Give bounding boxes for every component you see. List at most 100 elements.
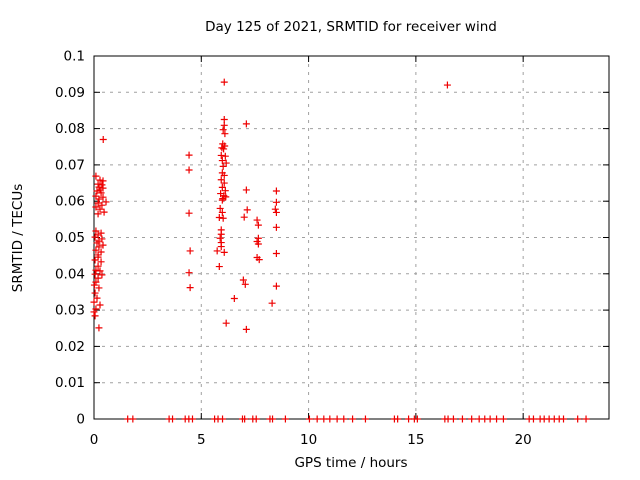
x-tick-label: 15 bbox=[407, 432, 424, 448]
y-tick-label: 0.07 bbox=[55, 157, 85, 173]
data-point-marker bbox=[98, 201, 106, 209]
data-point-marker bbox=[93, 187, 101, 195]
data-point-marker bbox=[91, 256, 99, 264]
x-tick-label: 0 bbox=[90, 432, 99, 448]
data-point-marker bbox=[185, 269, 193, 277]
data-point-marker bbox=[96, 267, 104, 275]
data-point-marker bbox=[95, 324, 103, 332]
data-point-marker bbox=[272, 223, 280, 231]
data-point-marker bbox=[271, 205, 279, 213]
data-point-marker bbox=[219, 415, 227, 423]
y-tick-label: 0.01 bbox=[55, 375, 85, 391]
data-point-marker bbox=[217, 243, 225, 251]
data-point-marker bbox=[468, 415, 476, 423]
data-point-marker bbox=[220, 121, 228, 129]
axis-tick-labels: 0 5 10 15 20 0 0.01 0.02 0.03 0.04 0.05 0.06 0.07 0.0… bbox=[55, 49, 532, 449]
data-point-marker bbox=[91, 312, 99, 320]
data-point-marker bbox=[333, 415, 341, 423]
data-point-marker bbox=[96, 176, 104, 184]
data-point-marker bbox=[240, 213, 248, 221]
data-point-marker bbox=[94, 210, 102, 218]
y-tick-label: 0.08 bbox=[55, 121, 85, 137]
data-point-marker bbox=[493, 415, 501, 423]
grid-lines bbox=[94, 56, 609, 419]
data-point-marker bbox=[340, 415, 348, 423]
data-point-marker bbox=[102, 198, 110, 206]
data-point-marker bbox=[217, 176, 225, 184]
y-tick-label: 0.02 bbox=[55, 339, 85, 355]
x-tick-label: 5 bbox=[197, 432, 206, 448]
data-point-marker bbox=[215, 214, 223, 222]
data-point-marker bbox=[254, 221, 262, 229]
data-point-marker bbox=[94, 274, 102, 282]
y-tick-label: 0.1 bbox=[64, 49, 85, 65]
data-point-marker bbox=[272, 249, 280, 257]
data-point-marker bbox=[413, 415, 421, 423]
data-point-marker bbox=[97, 258, 105, 266]
data-point-marker bbox=[91, 233, 99, 241]
data-point-marker bbox=[185, 166, 193, 174]
y-axis-label: SRMTID / TECUs bbox=[10, 184, 26, 292]
data-point-marker bbox=[186, 284, 194, 292]
data-point-marker bbox=[254, 240, 262, 248]
data-point-marker bbox=[218, 183, 226, 191]
data-point-marker bbox=[252, 415, 260, 423]
data-point-marker bbox=[218, 208, 226, 216]
data-point-marker bbox=[99, 177, 107, 185]
data-point-marker bbox=[313, 415, 321, 423]
data-point-marker bbox=[216, 234, 224, 242]
data-point-marker bbox=[349, 415, 357, 423]
data-point-marker bbox=[305, 415, 313, 423]
data-point-marker bbox=[99, 241, 107, 249]
data-point-marker bbox=[326, 415, 334, 423]
data-point-marker bbox=[95, 243, 103, 251]
data-point-marker bbox=[91, 289, 99, 297]
data-point-marker bbox=[94, 199, 102, 207]
data-point-marker bbox=[217, 230, 225, 238]
data-point-marker bbox=[91, 270, 99, 278]
y-tick-label: 0.05 bbox=[55, 230, 85, 246]
data-point-marker bbox=[219, 214, 227, 222]
data-point-marker bbox=[213, 247, 221, 255]
data-point-marker bbox=[242, 325, 250, 333]
data-point-marker bbox=[218, 157, 226, 165]
data-point-marker bbox=[186, 247, 194, 255]
y-tick-label: 0.03 bbox=[55, 303, 85, 319]
data-point-marker bbox=[529, 415, 537, 423]
data-point-marker bbox=[582, 415, 590, 423]
data-point-marker bbox=[272, 282, 280, 290]
data-point-marker bbox=[92, 227, 100, 235]
y-tick-label: 0.06 bbox=[55, 194, 85, 210]
data-point-marker bbox=[217, 151, 225, 159]
data-point-marker bbox=[92, 246, 100, 254]
data-point-marker bbox=[449, 415, 457, 423]
data-point-marker bbox=[499, 415, 507, 423]
data-point-marker bbox=[268, 299, 276, 307]
data-point-marker bbox=[222, 159, 230, 167]
data-point-marker bbox=[92, 172, 100, 180]
data-point-marker bbox=[394, 415, 402, 423]
data-point-marker bbox=[94, 262, 102, 270]
data-point-marker bbox=[99, 193, 107, 201]
data-point-marker bbox=[221, 130, 229, 138]
data-point-marker bbox=[90, 308, 98, 316]
data-point-marker bbox=[269, 415, 277, 423]
data-point-marker bbox=[220, 171, 228, 179]
data-point-marker bbox=[320, 415, 328, 423]
data-point-marker bbox=[90, 281, 98, 289]
chart-title: Day 125 of 2021, SRMTID for receiver win… bbox=[205, 19, 497, 35]
data-point-marker bbox=[93, 294, 101, 302]
data-point-marker bbox=[239, 276, 247, 284]
data-point-marker bbox=[169, 415, 177, 423]
y-tick-label: 0.04 bbox=[55, 266, 85, 282]
data-point-marker bbox=[560, 415, 568, 423]
data-point-marker bbox=[220, 145, 228, 153]
data-point-marker bbox=[96, 301, 104, 309]
data-point-marker bbox=[242, 120, 250, 128]
data-point-marker bbox=[241, 280, 249, 288]
data-point-marker bbox=[272, 187, 280, 195]
data-point-marker bbox=[458, 415, 466, 423]
x-tick-label: 10 bbox=[300, 432, 317, 448]
